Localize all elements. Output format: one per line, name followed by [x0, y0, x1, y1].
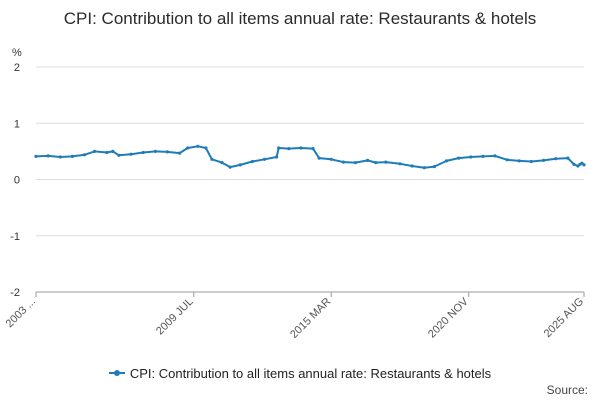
data-point-0-33[interactable]: [374, 161, 378, 165]
gridlines: [36, 66, 584, 293]
data-point-0-17[interactable]: [210, 157, 214, 161]
data-point-0-19[interactable]: [228, 165, 232, 169]
data-point-0-20[interactable]: [238, 163, 242, 167]
legend-label: CPI: Contribution to all items annual ra…: [129, 366, 492, 381]
legend-line-marker-icon: [108, 367, 125, 379]
data-point-0-10[interactable]: [141, 150, 145, 155]
data-point-0-0[interactable]: [34, 154, 38, 158]
data-point-0-30[interactable]: [341, 160, 345, 164]
data-point-0-47[interactable]: [542, 158, 546, 162]
data-point-0-4[interactable]: [82, 153, 87, 157]
y-axis-unit-label: %: [12, 47, 22, 59]
data-point-0-37[interactable]: [422, 166, 426, 170]
data-point-0-36[interactable]: [410, 164, 414, 168]
y-tick-label-2: 0: [14, 175, 20, 187]
data-point-0-54[interactable]: [582, 163, 586, 167]
data-point-0-3[interactable]: [70, 154, 74, 158]
chart-title: CPI: Contribution to all items annual ra…: [63, 9, 537, 28]
y-axis: 2 1 0 -1 -2: [10, 62, 20, 299]
data-point-0-18[interactable]: [220, 161, 224, 165]
data-point-0-15[interactable]: [196, 144, 200, 148]
y-tick-label-3: -1: [10, 231, 20, 243]
data-point-0-13[interactable]: [178, 151, 182, 155]
data-point-0-35[interactable]: [398, 162, 402, 166]
data-point-0-9[interactable]: [129, 152, 133, 156]
data-point-0-28[interactable]: [317, 156, 321, 160]
x-axis: 2003 ... 2009 JUL 2015 MAR 2020 NOV 2025 AUG: [4, 291, 586, 341]
data-point-0-26[interactable]: [299, 146, 303, 150]
data-point-0-48[interactable]: [554, 157, 558, 161]
x-tick-label-4: 2025 AUG: [542, 296, 586, 340]
data-point-0-43[interactable]: [493, 154, 497, 158]
x-tick-label-0: 2003 ...: [4, 296, 38, 330]
data-point-0-45[interactable]: [517, 159, 521, 163]
series-line-0: [35, 145, 585, 169]
data-point-0-8[interactable]: [117, 153, 121, 157]
y-tick-label-0: 2: [14, 62, 20, 74]
data-point-0-25[interactable]: [287, 147, 291, 151]
data-point-0-23[interactable]: [275, 155, 279, 159]
data-point-0-42[interactable]: [481, 154, 485, 158]
data-point-0-38[interactable]: [432, 165, 436, 169]
y-tick-label-1: 1: [14, 118, 20, 130]
data-point-0-44[interactable]: [505, 158, 509, 162]
data-point-0-40[interactable]: [457, 156, 461, 160]
data-point-0-2[interactable]: [58, 155, 62, 159]
data-point-0-6[interactable]: [105, 150, 109, 155]
data-point-0-46[interactable]: [529, 159, 534, 164]
data-point-0-24[interactable]: [277, 146, 281, 150]
data-point-0-31[interactable]: [353, 161, 358, 165]
data-point-0-27[interactable]: [311, 147, 315, 151]
data-point-0-1[interactable]: [46, 154, 50, 158]
series-group: [34, 144, 586, 170]
data-point-0-12[interactable]: [165, 150, 169, 154]
data-point-0-49[interactable]: [566, 156, 570, 160]
y-tick-label-4: -2: [10, 287, 20, 299]
data-point-0-41[interactable]: [469, 155, 473, 159]
data-point-0-16[interactable]: [204, 146, 208, 150]
legend[interactable]: CPI: Contribution to all items annual ra…: [0, 366, 600, 381]
data-point-0-32[interactable]: [366, 158, 370, 162]
data-point-0-11[interactable]: [153, 149, 157, 153]
data-point-0-34[interactable]: [384, 160, 388, 164]
data-point-0-14[interactable]: [186, 146, 190, 150]
data-point-0-21[interactable]: [250, 159, 254, 164]
data-point-0-50[interactable]: [572, 162, 576, 166]
data-point-0-39[interactable]: [444, 159, 449, 163]
data-point-0-5[interactable]: [93, 149, 97, 153]
x-tick-label-1: 2009 JUL: [154, 296, 196, 338]
data-point-0-7[interactable]: [111, 149, 115, 153]
data-point-0-22[interactable]: [262, 157, 267, 161]
source-label: Source:: [546, 383, 588, 397]
x-tick-label-3: 2020 NOV: [426, 295, 471, 340]
x-tick-label-2: 2015 MAR: [288, 296, 333, 341]
data-point-0-29[interactable]: [329, 157, 333, 161]
